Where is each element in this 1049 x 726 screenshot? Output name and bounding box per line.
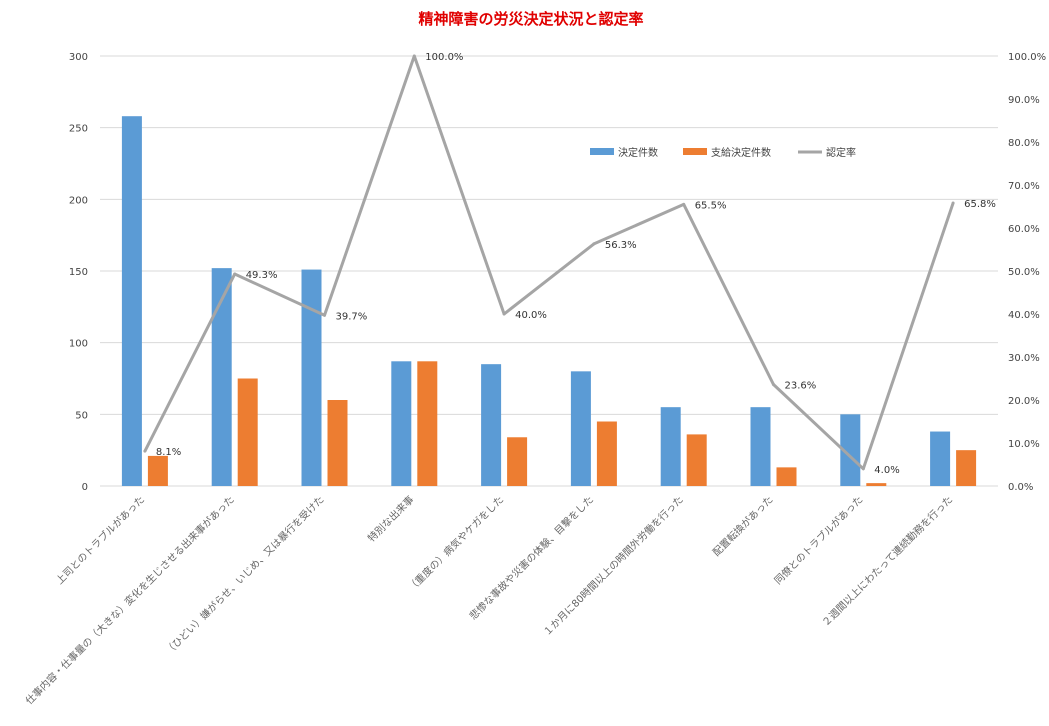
rate-data-label: 100.0% — [425, 52, 463, 63]
bar-決定件数 — [930, 431, 951, 486]
bar-支給決定件数 — [507, 437, 528, 486]
bar-決定件数 — [660, 407, 681, 486]
y-tick-label-left: 250 — [69, 124, 88, 135]
rate-point — [772, 383, 775, 387]
bar-決定件数 — [840, 414, 861, 486]
y-tick-label-right: 100.0% — [1008, 52, 1046, 63]
rate-point — [323, 313, 326, 317]
bar-決定件数 — [211, 268, 232, 486]
bar-支給決定件数 — [237, 378, 258, 486]
y-tick-label-left: 200 — [69, 195, 88, 206]
rate-data-label: 39.7% — [336, 311, 368, 322]
y-tick-label-right: 90.0% — [1008, 95, 1040, 106]
category-label: 上司とのトラブルがあった — [53, 493, 147, 587]
line-layer — [143, 54, 955, 471]
bar-支給決定件数 — [686, 434, 707, 486]
y-tick-label-right: 0.0% — [1008, 482, 1033, 493]
y-tick-label-right: 50.0% — [1008, 267, 1040, 278]
rate-point — [412, 54, 416, 58]
y-tick-label-left: 150 — [69, 267, 88, 278]
category-label: 仕事内容・仕事量の（大きな）変化を生じさせる出来事があった — [23, 493, 237, 707]
rate-data-label: 23.6% — [785, 381, 817, 392]
rate-data-label: 49.3% — [246, 270, 278, 281]
chart-title: 精神障害の労災決定状況と認定率 — [418, 10, 643, 28]
bar-支給決定件数 — [866, 483, 887, 486]
rate-point — [951, 201, 955, 205]
rate-line — [143, 54, 955, 471]
y-tick-label-left: 100 — [69, 339, 88, 350]
category-layer: 上司とのトラブルがあった仕事内容・仕事量の（大きな）変化を生じさせる出来事があっ… — [23, 493, 956, 707]
category-label: 特別な出来事 — [365, 493, 417, 545]
legend-label: 支給決定件数 — [711, 146, 771, 159]
category-label: 配置転換があった — [710, 493, 776, 559]
bar-支給決定件数 — [147, 455, 168, 486]
bar-支給決定件数 — [956, 450, 977, 486]
bar-支給決定件数 — [776, 467, 797, 486]
legend-swatch — [590, 148, 614, 155]
rate-point — [682, 202, 686, 206]
bar-支給決定件数 — [327, 400, 348, 486]
bar-決定件数 — [121, 116, 142, 486]
bar-決定件数 — [391, 361, 412, 486]
legend-swatch — [683, 148, 707, 155]
y-tick-label-right: 20.0% — [1008, 396, 1040, 407]
rate-point — [861, 467, 865, 471]
rate-point — [592, 242, 596, 246]
y-tick-label-left: 50 — [75, 410, 88, 421]
bars-layer — [121, 116, 977, 486]
y-tick-label-left: 300 — [69, 52, 88, 63]
bar-支給決定件数 — [596, 421, 617, 486]
category-label: （ひどい）嫌がらせ、いじめ、又は暴行を受けた — [162, 493, 326, 657]
legend-label: 認定率 — [826, 146, 856, 159]
legend: 決定件数 支給決定件数 認定率 — [590, 146, 856, 159]
y-tick-label-right: 60.0% — [1008, 224, 1040, 235]
y-axis-left: 0 50 100 150 200 250 300 — [69, 52, 88, 493]
rate-data-label: 40.0% — [515, 310, 547, 321]
labels-layer: 8.1% 49.3% 39.7% 100.0% 40.0% 56.3% 65.5% 23.6%… — [156, 52, 996, 476]
y-tick-label-right: 30.0% — [1008, 353, 1040, 364]
rate-data-label: 56.3% — [605, 240, 637, 251]
y-tick-label-right: 80.0% — [1008, 138, 1040, 149]
bar-決定件数 — [481, 364, 502, 486]
rate-point — [143, 449, 147, 453]
y-tick-label-right: 70.0% — [1008, 181, 1040, 192]
y-axis-right: 0.0% 10.0% 20.0% 30.0% 40.0% 50.0% 60.0% 70.0% 8… — [1008, 52, 1046, 493]
rate-data-label: 8.1% — [156, 447, 181, 458]
bar-支給決定件数 — [417, 361, 438, 486]
rate-point — [502, 312, 506, 316]
bar-決定件数 — [301, 269, 322, 486]
rate-point — [233, 272, 237, 276]
grid-layer — [100, 55, 998, 487]
category-label: 同僚とのトラブルがあった — [771, 493, 865, 587]
rate-data-label: 65.5% — [695, 200, 727, 211]
rate-data-label: 4.0% — [874, 465, 899, 476]
y-tick-label-left: 0 — [82, 482, 88, 493]
y-tick-label-right: 40.0% — [1008, 310, 1040, 321]
bar-決定件数 — [570, 371, 591, 486]
category-label: １か月に80時間以上の時間外労働を行った — [540, 493, 685, 638]
rate-data-label: 65.8% — [964, 199, 996, 210]
y-tick-label-right: 10.0% — [1008, 439, 1040, 450]
bar-決定件数 — [750, 407, 771, 486]
category-label: （重度の）病気やケガをした — [405, 493, 506, 594]
legend-label: 決定件数 — [618, 146, 658, 159]
